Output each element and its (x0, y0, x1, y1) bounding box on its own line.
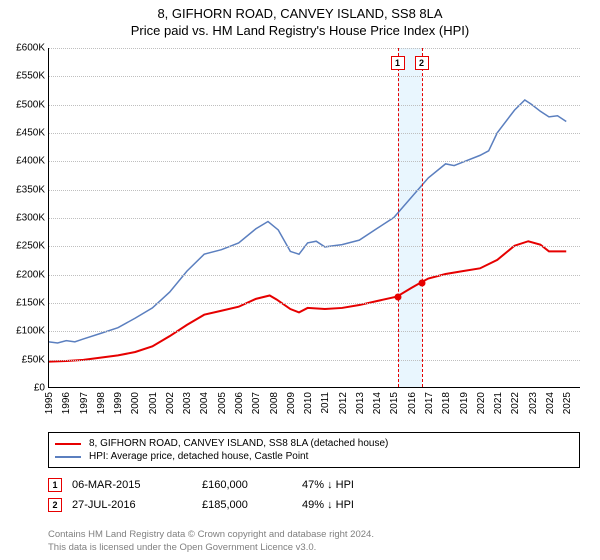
x-axis-label: 2024 (545, 392, 556, 414)
x-axis-label: 2010 (303, 392, 314, 414)
x-axis-label: 2002 (165, 392, 176, 414)
gridline (49, 48, 580, 49)
sale-rows: 1 06-MAR-2015 £160,000 47% ↓ HPI 2 27-JUL-201… (48, 475, 580, 515)
legend-item-hpi: HPI: Average price, detached house, Cast… (55, 450, 573, 463)
series-property (49, 241, 566, 361)
event-marker: 1 (391, 56, 405, 70)
x-axis-label: 2022 (510, 392, 521, 414)
y-axis-label: £100K (16, 326, 45, 337)
sale-diff: 47% ↓ HPI (302, 479, 422, 491)
event-dot (394, 294, 401, 301)
title-sub: Price paid vs. HM Land Registry's House … (0, 23, 600, 38)
x-axis-label: 2008 (269, 392, 280, 414)
legend-item-property: 8, GIFHORN ROAD, CANVEY ISLAND, SS8 8LA … (55, 437, 573, 450)
gridline (49, 331, 580, 332)
y-axis-label: £600K (16, 43, 45, 54)
y-axis-label: £300K (16, 213, 45, 224)
chart-plot-area: £0£50K£100K£150K£200K£250K£300K£350K£400… (48, 48, 580, 388)
x-axis-label: 2012 (338, 392, 349, 414)
y-axis-label: £400K (16, 156, 45, 167)
y-axis-label: £50K (22, 354, 45, 365)
x-axis-label: 2000 (130, 392, 141, 414)
titles: 8, GIFHORN ROAD, CANVEY ISLAND, SS8 8LA … (0, 0, 600, 38)
x-axis-label: 2001 (148, 392, 159, 414)
x-axis-label: 2011 (320, 392, 331, 414)
gridline (49, 360, 580, 361)
legend-label-hpi: HPI: Average price, detached house, Cast… (89, 451, 308, 462)
footer-line1: Contains HM Land Registry data © Crown c… (48, 529, 580, 541)
sale-date: 27-JUL-2016 (72, 499, 192, 511)
x-axis-label: 2017 (424, 392, 435, 414)
x-axis-label: 2018 (441, 392, 452, 414)
legend-label-property: 8, GIFHORN ROAD, CANVEY ISLAND, SS8 8LA … (89, 438, 388, 449)
x-axis-label: 2015 (389, 392, 400, 414)
sale-price: £160,000 (202, 479, 292, 491)
footer-line2: This data is licensed under the Open Gov… (48, 542, 580, 554)
y-axis-label: £250K (16, 241, 45, 252)
x-axis-label: 2005 (217, 392, 228, 414)
x-axis-label: 2007 (251, 392, 262, 414)
y-axis-label: £200K (16, 269, 45, 280)
x-axis-label: 2009 (286, 392, 297, 414)
y-axis-label: £150K (16, 298, 45, 309)
gridline (49, 76, 580, 77)
sale-date: 06-MAR-2015 (72, 479, 192, 491)
gridline (49, 105, 580, 106)
y-axis-label: £350K (16, 184, 45, 195)
x-axis-label: 1998 (96, 392, 107, 414)
gridline (49, 246, 580, 247)
legend-swatch-hpi (55, 456, 81, 458)
x-axis-label: 1995 (44, 392, 55, 414)
x-axis-label: 2014 (372, 392, 383, 414)
gridline (49, 303, 580, 304)
sale-marker: 2 (48, 498, 62, 512)
x-axis-label: 2013 (355, 392, 366, 414)
x-axis-label: 2006 (234, 392, 245, 414)
x-axis-label: 1996 (61, 392, 72, 414)
sale-marker: 1 (48, 478, 62, 492)
gridline (49, 218, 580, 219)
x-axis-label: 2025 (562, 392, 573, 414)
y-axis-label: £550K (16, 71, 45, 82)
x-axis-labels: 1995199619971998199920002001200220032004… (48, 390, 580, 430)
x-axis-label: 2016 (407, 392, 418, 414)
event-vline (398, 48, 399, 387)
y-axis-label: £500K (16, 99, 45, 110)
chart-container: 8, GIFHORN ROAD, CANVEY ISLAND, SS8 8LA … (0, 0, 600, 560)
x-axis-label: 2019 (459, 392, 470, 414)
legend-swatch-property (55, 443, 81, 445)
gridline (49, 190, 580, 191)
y-axis-label: £450K (16, 128, 45, 139)
x-axis-label: 2003 (182, 392, 193, 414)
x-axis-label: 2023 (528, 392, 539, 414)
event-vline (422, 48, 423, 387)
gridline (49, 133, 580, 134)
sale-row: 1 06-MAR-2015 £160,000 47% ↓ HPI (48, 475, 580, 495)
gridline (49, 275, 580, 276)
x-axis-label: 1999 (113, 392, 124, 414)
sale-row: 2 27-JUL-2016 £185,000 49% ↓ HPI (48, 495, 580, 515)
title-main: 8, GIFHORN ROAD, CANVEY ISLAND, SS8 8LA (0, 6, 600, 21)
x-axis-label: 2021 (493, 392, 504, 414)
event-dot (418, 280, 425, 287)
x-axis-label: 2020 (476, 392, 487, 414)
series-hpi (49, 100, 566, 343)
x-axis-label: 1997 (79, 392, 90, 414)
event-marker: 2 (415, 56, 429, 70)
sale-price: £185,000 (202, 499, 292, 511)
x-axis-label: 2004 (199, 392, 210, 414)
sale-diff: 49% ↓ HPI (302, 499, 422, 511)
footer: Contains HM Land Registry data © Crown c… (48, 529, 580, 554)
legend: 8, GIFHORN ROAD, CANVEY ISLAND, SS8 8LA … (48, 432, 580, 468)
gridline (49, 161, 580, 162)
